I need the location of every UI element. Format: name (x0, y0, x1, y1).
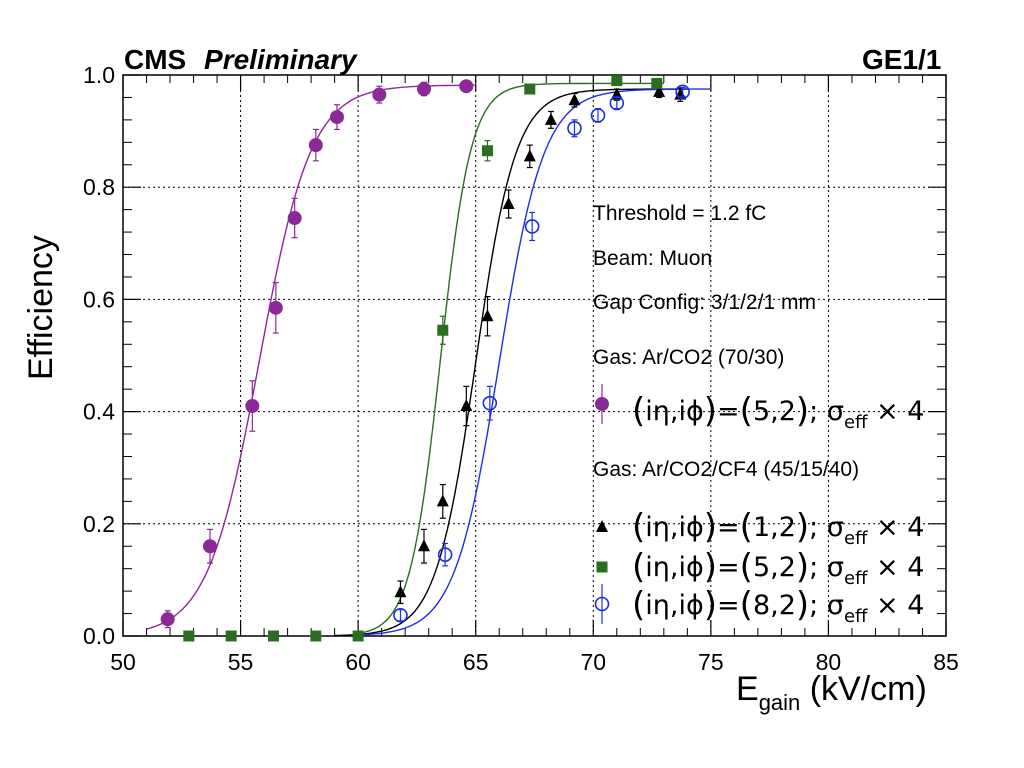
data-point-series-0 (308, 138, 323, 153)
y-tick-label: 0.4 (83, 399, 115, 425)
data-point-series-2 (267, 630, 279, 642)
x-tick-label: 65 (463, 649, 489, 675)
data-point-series-3 (524, 219, 540, 234)
data-point-series-0 (329, 110, 344, 125)
data-point-series-3 (590, 108, 606, 123)
detector-label: GE1/1 (862, 44, 942, 75)
x-axis-title-main: E (736, 670, 759, 708)
data-point-series-1 (460, 398, 473, 411)
fit-curve-3 (358, 88, 711, 636)
x-tick-label: 55 (228, 649, 254, 675)
data-point-series-0 (268, 300, 283, 315)
legend-marker-1 (596, 520, 608, 532)
data-point-series-1 (394, 585, 407, 598)
data-points (160, 75, 690, 642)
y-tick-label: 0.2 (83, 511, 115, 537)
plot-frame (122, 74, 947, 637)
x-axis-title-unit: (kV/cm) (800, 670, 927, 708)
experiment-name: CMS (124, 44, 187, 75)
legend-markers (594, 384, 610, 624)
status-label: Preliminary (204, 44, 357, 75)
data-point-series-0 (459, 79, 474, 94)
data-point-series-2 (437, 324, 449, 336)
legend-entry-blue: (iη,iϕ)=(8,2); σeff × 4 (632, 585, 925, 627)
axis-ticks (122, 74, 947, 637)
data-point-series-1 (502, 197, 515, 210)
data-point-series-0 (160, 612, 175, 627)
data-point-series-0 (203, 539, 218, 554)
data-point-series-1 (653, 84, 666, 97)
gas2-label: Gas: Ar/CO2/CF4 (45/15/40) (593, 458, 860, 481)
legend-entry-purple: (iη,iϕ)=(5,2); σeff × 4 (632, 391, 925, 433)
data-point-series-1 (568, 93, 581, 106)
experiment-label: CMS Preliminary (124, 46, 357, 74)
gas1-label: Gas: Ar/CO2 (70/30) (593, 346, 785, 369)
x-tick-label: 80 (816, 649, 842, 675)
data-point-series-0 (416, 82, 431, 97)
data-point-series-3 (393, 607, 408, 623)
x-tick-label: 60 (345, 649, 371, 675)
tick-labels: 50 55 60 65 70 75 80 85 0.0 0.2 0.4 0.6 0.8 1.0 (83, 62, 959, 675)
y-tick-label: 0.6 (83, 286, 115, 312)
x-tick-label: 70 (580, 649, 606, 675)
beam-label: Beam: Muon (593, 247, 713, 270)
y-tick-label: 1.0 (83, 62, 115, 88)
legend-marker-0 (595, 397, 609, 411)
data-point-series-2 (183, 630, 195, 642)
y-tick-label: 0.0 (83, 623, 115, 649)
x-tick-label: 85 (933, 649, 959, 675)
data-point-series-1 (544, 112, 557, 125)
y-axis-title: Efficiency (22, 235, 60, 380)
data-point-series-2 (651, 77, 663, 89)
data-point-series-2 (611, 75, 623, 87)
x-axis-title-sub: gain (758, 690, 801, 715)
gap-config-label: Gap Config: 3/1/2/1 mm (593, 291, 816, 314)
data-point-series-2 (352, 630, 364, 642)
data-point-series-1 (523, 149, 536, 162)
data-point-series-3 (567, 120, 582, 136)
threshold-label: Threshold = 1.2 fC (593, 202, 767, 225)
data-point-series-0 (372, 87, 387, 102)
legend-marker-2 (596, 561, 608, 573)
data-point-series-1 (417, 539, 430, 552)
legend-marker-3 (594, 596, 610, 612)
x-tick-label: 50 (110, 649, 136, 675)
data-point-series-1 (436, 494, 449, 507)
x-tick-label: 75 (698, 649, 724, 675)
data-point-series-3 (437, 547, 453, 562)
data-point-series-3 (609, 95, 625, 111)
legend-entry-black: (iη,iϕ)=(1,2); σeff × 4 (632, 507, 925, 549)
data-point-series-3 (675, 84, 690, 100)
legend-entry-green: (iη,iϕ)=(5,2); σeff × 4 (632, 547, 925, 589)
y-tick-label: 0.8 (83, 174, 115, 200)
data-point-series-0 (245, 398, 260, 413)
data-point-series-2 (481, 145, 493, 157)
data-point-series-0 (287, 211, 302, 226)
data-point-series-1 (481, 309, 494, 322)
data-point-series-2 (225, 630, 237, 642)
plot-border (122, 74, 947, 637)
x-axis-title: Egain (kV/cm) (736, 672, 927, 714)
grid (123, 75, 946, 636)
data-point-series-2 (310, 630, 322, 642)
fit-curve-1 (334, 88, 688, 637)
data-point-series-2 (524, 83, 536, 95)
data-point-series-3 (482, 395, 498, 411)
